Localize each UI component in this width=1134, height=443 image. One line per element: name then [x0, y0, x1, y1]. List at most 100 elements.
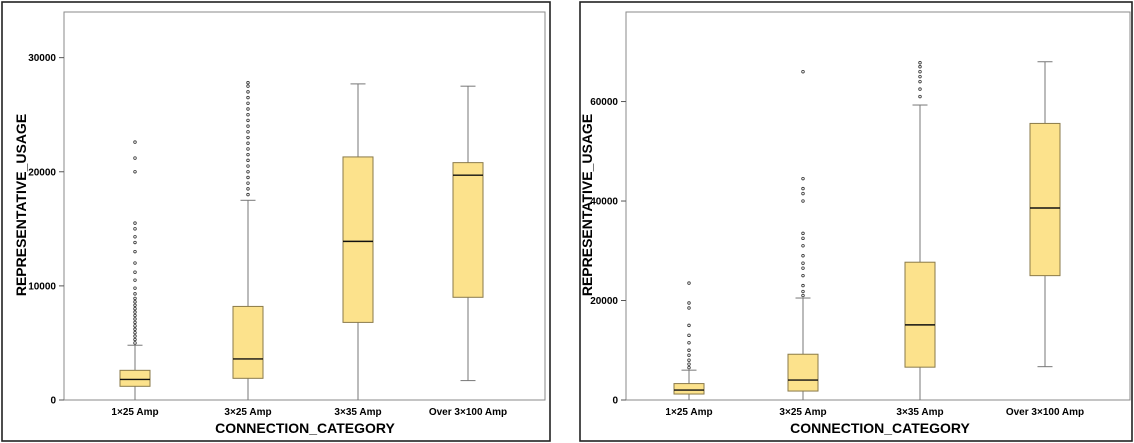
- outlier-point: [246, 147, 250, 151]
- outlier-point: [133, 140, 137, 144]
- x-tick-label: 3×25 Amp: [779, 407, 826, 418]
- outlier-point: [133, 296, 137, 301]
- outlier-point: [687, 281, 691, 285]
- outlier-point: [801, 191, 805, 196]
- outlier-point: [246, 170, 250, 174]
- outlier-point: [246, 81, 250, 85]
- outlier-point: [133, 337, 137, 342]
- outlier-point: [687, 341, 691, 345]
- x-tick-label: 1×25 Amp: [111, 407, 158, 418]
- outlier-point: [687, 358, 691, 362]
- outlier-point: [801, 293, 805, 298]
- outlier-point: [133, 240, 137, 245]
- outlier-point: [801, 283, 805, 288]
- y-tick-label: 30000: [28, 53, 56, 64]
- outlier-point: [918, 87, 922, 91]
- x-tick-label: 1×25 Amp: [665, 407, 712, 418]
- outlier-point: [246, 101, 250, 105]
- x-tick-label: Over 3×100 Amp: [1006, 407, 1084, 418]
- outlier-point: [801, 266, 805, 270]
- outlier-point: [801, 176, 805, 181]
- outlier-point: [801, 254, 805, 258]
- outlier-point: [246, 95, 250, 100]
- outlier-point: [687, 333, 691, 338]
- x-tick-label: Over 3×100 Amp: [429, 407, 507, 418]
- outlier-point: [918, 61, 922, 65]
- outlier-point: [133, 235, 137, 239]
- outlier-point: [687, 323, 691, 328]
- outlier-point: [133, 270, 137, 274]
- x-axis-title: CONNECTION_CATEGORY: [790, 420, 970, 436]
- outlier-point: [133, 261, 137, 265]
- outlier-point: [133, 221, 137, 225]
- outlier-point: [801, 261, 805, 265]
- outlier-point: [801, 273, 805, 278]
- outlier-point: [246, 141, 250, 145]
- outlier-point: [133, 307, 137, 311]
- outlier-point: [133, 324, 137, 328]
- outlier-point: [133, 292, 137, 296]
- outlier-point: [133, 286, 137, 290]
- outlier-point: [246, 164, 250, 168]
- outlier-point: [246, 113, 250, 117]
- outlier-point: [246, 192, 250, 197]
- y-tick-label: 40000: [590, 197, 618, 208]
- outlier-point: [133, 278, 137, 282]
- outlier-point: [246, 84, 250, 88]
- outlier-point: [918, 69, 922, 74]
- outlier-point: [246, 181, 250, 185]
- outlier-point: [801, 231, 805, 236]
- outlier-point: [133, 300, 137, 304]
- outlier-point: [918, 94, 922, 99]
- box-iqr: [452, 162, 484, 298]
- y-axis-title: REPRESENTATIVE_USAGE: [13, 114, 29, 296]
- outlier-point: [133, 327, 137, 331]
- box-iqr: [232, 305, 264, 379]
- chart-left: 0 10000 20000 30000 1×25 Amp 3×25 Amp 3×35 Amp…: [0, 0, 552, 443]
- box-iqr: [119, 369, 151, 387]
- x-tick-label: 3×25 Amp: [224, 407, 271, 418]
- y-tick-label: 20000: [590, 296, 618, 307]
- outlier-point: [133, 227, 137, 231]
- outlier-point: [918, 74, 922, 79]
- outlier-point: [687, 348, 691, 352]
- box-3-35-amp: [904, 61, 936, 400]
- outlier-point: [246, 107, 250, 111]
- x-tick-label: 3×35 Amp: [334, 407, 381, 418]
- outlier-point: [687, 362, 691, 366]
- outlier-point: [133, 249, 137, 254]
- outlier-point: [133, 330, 137, 335]
- outlier-point: [687, 301, 691, 305]
- box-1-25-amp: [673, 281, 705, 400]
- box-3-25-amp: [232, 81, 264, 400]
- outlier-point: [246, 130, 250, 134]
- box-iqr: [342, 156, 374, 323]
- box-3-35-amp: [342, 83, 374, 400]
- outlier-point: [687, 353, 691, 357]
- outlier-point: [133, 170, 137, 174]
- y-axis-title: REPRESENTATIVE_USAGE: [579, 114, 595, 296]
- outlier-point: [133, 334, 137, 338]
- box-1-25-amp: [119, 140, 151, 400]
- box-3-25-amp: [787, 69, 819, 400]
- outlier-point: [133, 156, 137, 160]
- outlier-point: [246, 175, 250, 180]
- outlier-point: [801, 244, 805, 248]
- box-over-3-100-amp: [1029, 61, 1061, 368]
- outlier-point: [246, 158, 250, 163]
- boxplot-chart-left: 0 10000 20000 30000 1×25 Amp 3×25 Amp 3×35 Amp…: [1, 1, 551, 442]
- outlier-point: [801, 236, 805, 241]
- outlier-point: [246, 152, 250, 157]
- box-iqr: [1029, 122, 1061, 277]
- box-iqr: [904, 261, 936, 368]
- x-tick-label: 3×35 Amp: [896, 407, 943, 418]
- outlier-point: [246, 135, 250, 140]
- outlier-point: [801, 69, 805, 74]
- outlier-point: [133, 303, 137, 307]
- y-tick-label: 60000: [590, 97, 618, 108]
- outlier-point: [133, 320, 137, 325]
- outlier-point: [246, 187, 250, 191]
- outlier-point: [801, 186, 805, 191]
- x-axis-title: CONNECTION_CATEGORY: [215, 420, 395, 436]
- outlier-point: [246, 118, 250, 123]
